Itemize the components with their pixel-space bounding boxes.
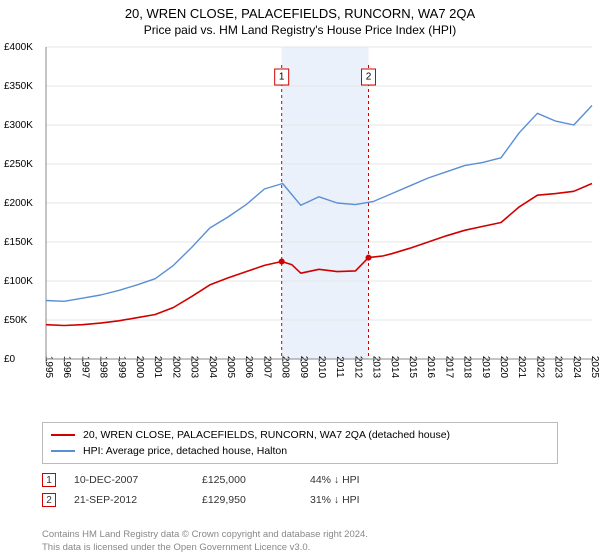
footer-line2: This data is licensed under the Open Gov… <box>42 541 558 554</box>
sale-row: 1 10-DEC-2007 £125,000 44% ↓ HPI <box>42 470 558 490</box>
series-dot <box>366 255 372 261</box>
legend-swatch <box>51 450 75 452</box>
y-axis-label: £300K <box>4 120 33 131</box>
legend-row: HPI: Average price, detached house, Halt… <box>51 443 549 459</box>
y-axis-label: £0 <box>4 354 16 365</box>
line-chart-svg: £0 £50K £100K £150K £200K £250K £300K £350K £400… <box>0 37 600 417</box>
legend-label: 20, WREN CLOSE, PALACEFIELDS, RUNCORN, W… <box>83 427 450 443</box>
legend-row: 20, WREN CLOSE, PALACEFIELDS, RUNCORN, W… <box>51 427 549 443</box>
y-axis-label: £100K <box>4 276 33 287</box>
y-axis-label: £150K <box>4 237 33 248</box>
y-axis-label: £400K <box>4 42 33 53</box>
footer-line1: Contains HM Land Registry data © Crown c… <box>42 528 558 541</box>
event-marker-label: 2 <box>366 72 372 83</box>
sale-date: 21-SEP-2012 <box>74 494 184 506</box>
y-axis-label: £50K <box>4 315 28 326</box>
chart-area: £0 £50K £100K £150K £200K £250K £300K £350K £400… <box>0 37 600 417</box>
x-axis-label: 2011 <box>334 356 345 378</box>
sale-price: £125,000 <box>202 474 292 486</box>
sale-marker: 1 <box>42 473 56 487</box>
chart-title-line1: 20, WREN CLOSE, PALACEFIELDS, RUNCORN, W… <box>0 6 600 21</box>
legend: 20, WREN CLOSE, PALACEFIELDS, RUNCORN, W… <box>42 422 558 464</box>
sale-hpi: 31% ↓ HPI <box>310 494 430 506</box>
y-axis-label: £250K <box>4 159 33 170</box>
sale-row: 2 21-SEP-2012 £129,950 31% ↓ HPI <box>42 490 558 510</box>
event-marker-label: 1 <box>279 72 285 83</box>
series-dot <box>279 259 285 265</box>
sale-hpi: 44% ↓ HPI <box>310 474 430 486</box>
sale-marker: 2 <box>42 493 56 507</box>
legend-swatch <box>51 434 75 436</box>
sales-table: 1 10-DEC-2007 £125,000 44% ↓ HPI 2 21-SEP-201… <box>42 470 558 510</box>
chart-title-line2: Price paid vs. HM Land Registry's House … <box>0 23 600 37</box>
sale-price: £129,950 <box>202 494 292 506</box>
legend-label: HPI: Average price, detached house, Halt… <box>83 443 287 459</box>
y-axis-label: £200K <box>4 198 33 209</box>
footer-attribution: Contains HM Land Registry data © Crown c… <box>42 528 558 554</box>
y-axis-label: £350K <box>4 81 33 92</box>
sale-date: 10-DEC-2007 <box>74 474 184 486</box>
